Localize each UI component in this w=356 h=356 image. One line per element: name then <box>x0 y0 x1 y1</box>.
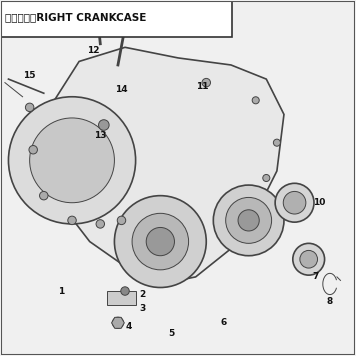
Text: 12: 12 <box>87 46 99 55</box>
Circle shape <box>25 103 34 111</box>
Circle shape <box>121 287 129 295</box>
Text: 5: 5 <box>168 329 174 338</box>
FancyBboxPatch shape <box>1 1 232 37</box>
Circle shape <box>9 97 136 224</box>
Circle shape <box>99 120 109 130</box>
Circle shape <box>213 185 284 256</box>
Text: 10: 10 <box>313 198 325 207</box>
Text: 2: 2 <box>140 290 146 299</box>
Circle shape <box>238 210 259 231</box>
Circle shape <box>30 118 114 203</box>
Text: 1: 1 <box>58 287 64 295</box>
Text: 6: 6 <box>221 318 227 327</box>
Circle shape <box>226 198 272 244</box>
Circle shape <box>114 196 206 288</box>
Circle shape <box>112 318 123 328</box>
Text: 3: 3 <box>140 304 146 313</box>
Circle shape <box>132 213 189 270</box>
Circle shape <box>96 220 105 228</box>
Polygon shape <box>37 47 284 284</box>
Circle shape <box>40 192 48 200</box>
Circle shape <box>283 192 306 214</box>
Polygon shape <box>108 291 136 305</box>
Circle shape <box>117 216 126 225</box>
Circle shape <box>273 139 281 146</box>
Circle shape <box>202 78 210 87</box>
Circle shape <box>293 244 325 275</box>
Polygon shape <box>111 317 124 328</box>
Text: 7: 7 <box>313 272 319 281</box>
Circle shape <box>275 183 314 222</box>
Text: 13: 13 <box>94 131 106 140</box>
Circle shape <box>300 250 318 268</box>
Text: 11: 11 <box>197 82 209 91</box>
Circle shape <box>146 227 174 256</box>
Text: 14: 14 <box>115 85 128 94</box>
Circle shape <box>68 216 76 225</box>
Circle shape <box>29 146 37 154</box>
Text: 15: 15 <box>23 71 36 80</box>
Circle shape <box>252 97 259 104</box>
Text: 符筘分总成RIGHT CRANKCASE: 符筘分总成RIGHT CRANKCASE <box>5 12 146 22</box>
Text: 8: 8 <box>327 297 333 306</box>
Circle shape <box>263 174 270 182</box>
Text: 4: 4 <box>125 322 132 331</box>
